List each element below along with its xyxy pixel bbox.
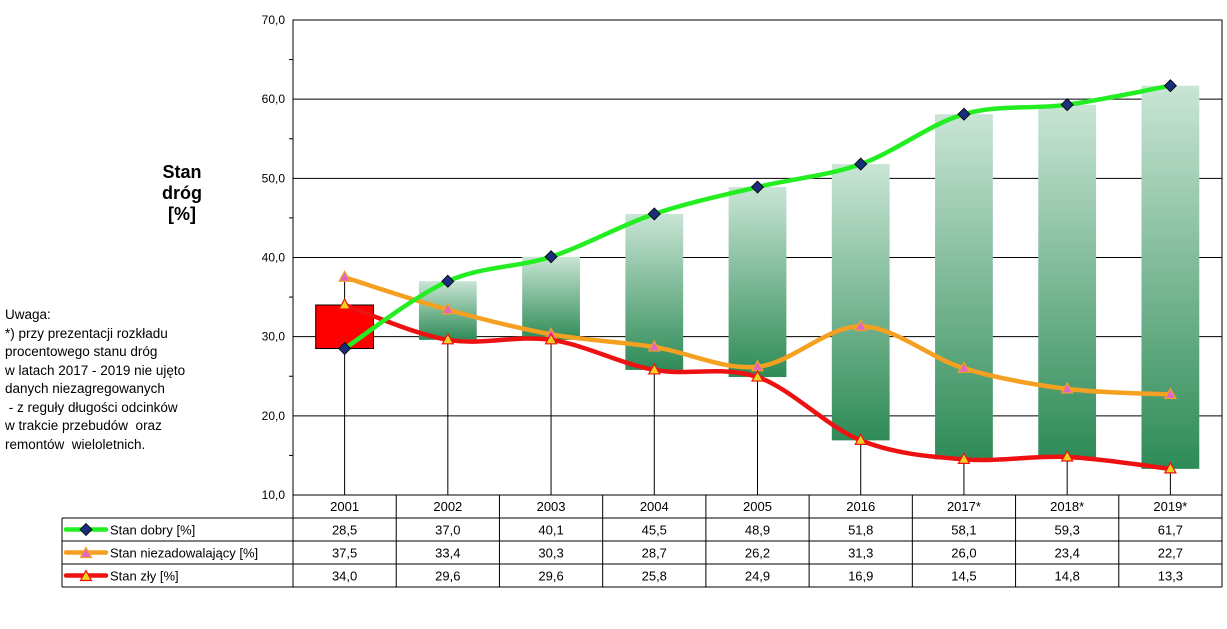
- note-line: danych niezagregowanych: [5, 381, 165, 396]
- data-table-cell: 14,5: [951, 569, 976, 584]
- up-bar: [831, 164, 890, 441]
- point-marker: [854, 157, 868, 171]
- note-line: Uwaga:: [5, 307, 51, 322]
- point-marker: [957, 361, 971, 373]
- y-tick-label: 30,0: [262, 330, 286, 344]
- point-marker: [647, 362, 661, 375]
- point-marker: [1060, 98, 1074, 112]
- data-table-cell: 26,2: [745, 546, 770, 561]
- category-label: 2002: [433, 499, 462, 514]
- legend-label: Stan dobry [%]: [110, 523, 195, 538]
- point-marker: [1163, 461, 1177, 474]
- point-marker: [338, 297, 352, 310]
- note: Uwaga: *) przy prezentacji rozkładu proc…: [5, 306, 255, 454]
- data-table-cell: 48,9: [745, 523, 770, 538]
- data-table-cell: 51,8: [848, 523, 873, 538]
- category-label: 2018*: [1050, 499, 1084, 514]
- data-table-cell: 23,4: [1055, 546, 1080, 561]
- data-table-cell: 61,7: [1158, 523, 1183, 538]
- up-bar: [728, 187, 787, 378]
- point-marker: [544, 332, 558, 345]
- category-label: 2016: [846, 499, 875, 514]
- point-marker: [647, 207, 661, 221]
- point-marker: [338, 270, 352, 282]
- data-table-cell: 28,7: [642, 546, 667, 561]
- data-table-cell: 33,4: [435, 546, 460, 561]
- point-marker: [1060, 381, 1074, 394]
- data-table-cell: 40,1: [538, 523, 563, 538]
- category-label: 2017*: [947, 499, 981, 514]
- data-table-cell: 26,0: [951, 546, 976, 561]
- data-table-cell: 28,5: [332, 523, 357, 538]
- point-marker: [854, 319, 868, 331]
- point-marker: [750, 180, 765, 194]
- y-axis-label-line: dróg: [162, 183, 202, 203]
- data-table-cell: 31,3: [848, 546, 873, 561]
- data-table-cell: 13,3: [1158, 569, 1183, 584]
- note-line: w trakcie przebudów oraz: [5, 418, 162, 433]
- point-marker: [441, 274, 455, 288]
- point-marker: [1163, 387, 1177, 400]
- data-table-cell: 59,3: [1055, 523, 1080, 538]
- data-table-cell: 29,6: [538, 569, 563, 584]
- data-table-cell: 58,1: [951, 523, 976, 538]
- category-label: 2001: [330, 499, 359, 514]
- data-table-cell: 30,3: [538, 546, 563, 561]
- note-line: - z reguły długości odcinków: [5, 399, 178, 415]
- point-marker: [957, 107, 971, 121]
- y-axis-label-line: [%]: [168, 204, 196, 224]
- y-tick-label: 60,0: [262, 92, 286, 106]
- category-label: 2004: [640, 499, 669, 514]
- point-marker: [1060, 449, 1074, 462]
- note-line: *) przy prezentacji rozkładu: [5, 325, 168, 341]
- data-table-cell: 29,6: [435, 569, 460, 584]
- category-label: 2005: [743, 499, 772, 514]
- point-marker: [79, 522, 93, 537]
- y-axis-label: Stan dróg [%]: [150, 162, 214, 225]
- data-table-cell: 24,9: [745, 569, 770, 584]
- point-marker: [79, 546, 93, 559]
- point-marker: [79, 569, 93, 582]
- data-table-cell: 16,9: [848, 569, 873, 584]
- y-tick-label: 20,0: [262, 409, 286, 423]
- data-table-cell: 37,5: [332, 546, 357, 561]
- data-table-cell: 25,8: [642, 569, 667, 584]
- data-table-cell: 37,0: [435, 523, 460, 538]
- note-line: procentowego stanu dróg: [5, 344, 158, 359]
- legend-label: Stan niezadowalający [%]: [110, 546, 258, 561]
- y-tick-label: 50,0: [262, 171, 286, 185]
- point-marker: [647, 339, 661, 352]
- point-marker: [1163, 79, 1177, 93]
- up-bar: [935, 114, 993, 460]
- point-marker: [338, 341, 352, 356]
- point-marker: [441, 302, 455, 315]
- point-marker: [544, 250, 558, 264]
- y-axis-label-line: Stan: [162, 162, 202, 182]
- up-bar: [1141, 85, 1200, 469]
- point-marker: [750, 369, 765, 382]
- up-bar: [522, 256, 580, 340]
- y-tick-label: 40,0: [262, 251, 286, 265]
- legend-label: Stan zły [%]: [110, 569, 179, 584]
- point-marker: [957, 452, 971, 464]
- category-label: 2019*: [1153, 499, 1187, 514]
- data-table-cell: 22,7: [1158, 546, 1183, 561]
- category-label: 2003: [537, 499, 566, 514]
- data-table-cell: 14,8: [1055, 569, 1080, 584]
- point-marker: [441, 332, 455, 345]
- note-line: remontów wieloletnich.: [5, 436, 146, 452]
- point-marker: [854, 433, 868, 445]
- y-tick-label: 10,0: [262, 488, 286, 502]
- up-bar: [1038, 104, 1097, 457]
- note-line: w latach 2017 - 2019 nie ujęto: [5, 362, 186, 378]
- y-tick-label: 70,0: [262, 13, 286, 27]
- data-table-cell: 45,5: [642, 523, 667, 538]
- data-table-cell: 34,0: [332, 569, 357, 584]
